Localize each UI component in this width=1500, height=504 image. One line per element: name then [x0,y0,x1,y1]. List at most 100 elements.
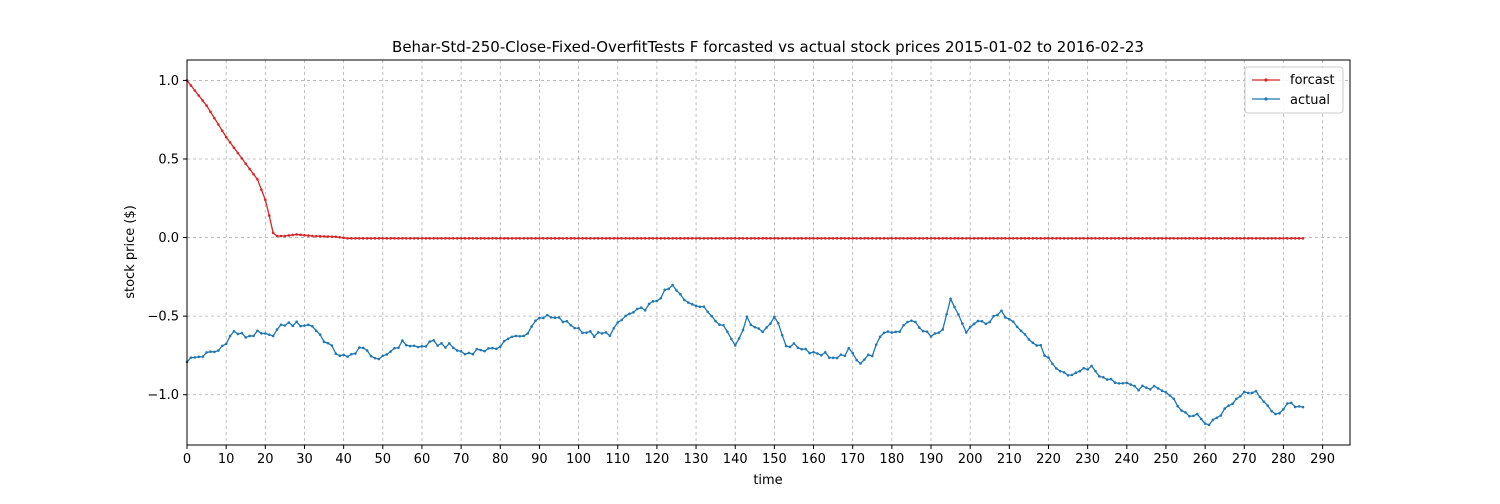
data-point [530,237,533,240]
data-point [917,237,921,240]
data-point [408,237,412,240]
data-point [244,162,248,166]
data-point [1250,391,1254,395]
data-point [475,347,479,351]
data-point [416,345,420,349]
data-point [690,237,694,240]
data-point [397,346,400,350]
data-point [1133,384,1136,388]
grid-layer [186,60,1350,445]
y-tick-label: 0.5 [158,153,179,168]
data-point [1188,415,1191,418]
data-point [804,237,807,240]
data-point [338,236,342,239]
data-point [213,116,216,120]
data-point [827,237,831,240]
data-point [455,349,459,352]
data-point [1039,343,1042,347]
data-point [1227,237,1230,240]
data-point [761,237,764,240]
data-point [867,353,870,357]
data-point [1121,381,1125,385]
data-point [671,237,674,240]
data-point [890,331,894,334]
data-point [326,341,330,345]
data-point [1094,369,1097,373]
data-point [369,237,373,240]
data-point [260,332,263,335]
data-point [1098,237,1101,240]
data-point [698,237,702,240]
data-point [1133,237,1136,240]
data-point [440,342,443,345]
data-point [299,324,302,328]
data-point [487,347,490,350]
data-point [514,334,518,338]
data-point [1082,237,1086,240]
data-point [1000,309,1003,313]
data-point [385,353,389,356]
y-axis-label: stock price ($) [123,205,138,299]
data-point [1047,237,1050,240]
data-point [522,237,526,240]
data-point [1004,316,1007,319]
data-point [1262,400,1266,403]
data-point [585,331,588,334]
data-point [1145,386,1148,389]
data-point [1031,341,1035,345]
data-point [1168,394,1172,397]
data-point [690,302,694,306]
data-point [1055,237,1058,240]
data-point [843,354,847,358]
data-point [1129,237,1133,240]
data-point [882,331,886,335]
data-point [745,237,749,240]
data-point [1109,377,1113,381]
data-point [604,331,608,334]
data-point [1156,387,1160,390]
data-point [780,333,784,337]
data-point [412,344,416,348]
data-point [373,356,377,360]
data-point [1121,237,1125,240]
data-point [757,237,761,240]
data-point [671,283,674,287]
data-point [220,129,224,133]
data-point [722,237,725,240]
data-point [1297,405,1301,408]
data-point [808,237,811,240]
data-point [600,237,604,240]
data-point [996,237,999,240]
data-point [1160,389,1164,392]
data-point [275,328,279,331]
data-point [874,343,878,346]
data-point [1176,237,1179,240]
data-point [769,322,772,325]
data-point [961,322,964,325]
data-point [812,350,815,354]
data-point [859,362,862,365]
data-point [1043,354,1046,357]
data-point [365,237,369,240]
data-point [1254,237,1258,240]
data-point [557,237,561,240]
data-point [365,349,369,352]
data-point [1168,237,1172,240]
data-point [988,237,992,240]
data-point [945,237,948,240]
data-point [459,237,463,240]
data-point [1102,237,1105,240]
data-point [698,305,702,309]
data-point [765,237,768,240]
data-point [322,340,326,344]
data-point [224,342,228,346]
data-point [651,237,655,240]
x-tick-label: 170 [840,452,865,467]
data-point [1051,362,1054,366]
data-point [228,334,232,338]
x-tick-label: 240 [1114,452,1139,467]
data-point [1051,237,1054,240]
data-point [730,337,733,341]
data-point [330,344,334,347]
data-point [683,298,686,302]
